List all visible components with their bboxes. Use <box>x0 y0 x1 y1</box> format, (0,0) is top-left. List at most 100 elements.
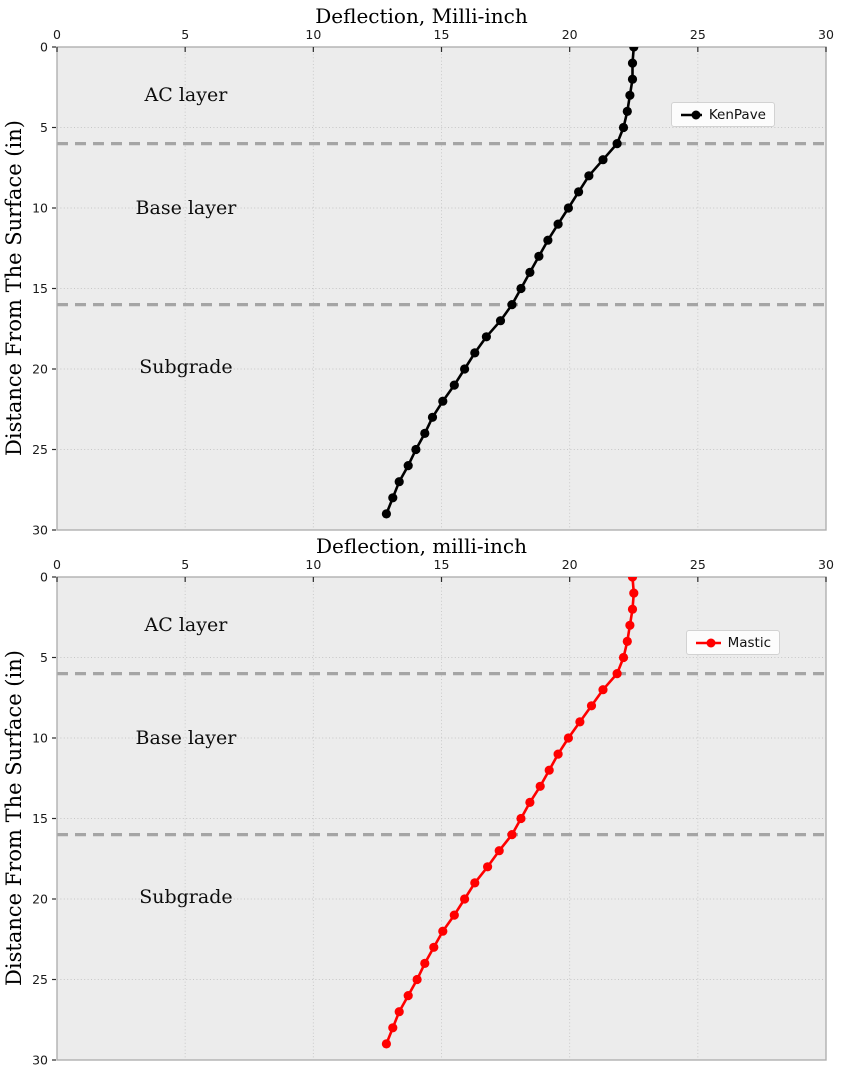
kenpave-data-point <box>411 444 421 455</box>
kenpave-data-point <box>507 300 517 310</box>
base-layer-label: Base layer <box>135 727 237 749</box>
mastic-data-point <box>612 669 622 679</box>
kenpave-data-point <box>622 106 632 116</box>
x-tick-label: 0 <box>53 27 61 42</box>
mastic-data-point <box>412 974 422 985</box>
kenpave-data-point <box>460 364 470 374</box>
x-tick-label: 30 <box>818 27 834 42</box>
mastic-data-point <box>394 1007 404 1017</box>
mastic-data-point <box>420 958 430 969</box>
kenpave-data-point <box>438 396 448 406</box>
kenpave-data-point <box>516 283 526 294</box>
mastic-data-point <box>629 588 639 598</box>
mastic-data-point <box>516 813 526 824</box>
y-tick-label: 5 <box>40 650 48 665</box>
ac-layer-label: AC layer <box>144 614 228 637</box>
kenpave-data-point <box>427 412 438 422</box>
kenpave-data-point <box>553 219 563 229</box>
x-tick-label: 5 <box>181 557 189 572</box>
mastic-data-point <box>586 701 597 711</box>
y-tick-label: 20 <box>32 361 48 376</box>
y-tick-label: 0 <box>40 39 48 54</box>
kenpave-data-point <box>388 493 398 503</box>
mastic-data-point <box>618 652 629 663</box>
mastic-data-point <box>429 942 439 952</box>
x-tick-label: 10 <box>305 27 321 42</box>
chart1-legend: KenPave <box>671 102 775 127</box>
mastic-data-point <box>553 749 563 759</box>
kenpave-data-point <box>394 477 404 487</box>
mastic-series <box>381 577 639 1049</box>
kenpave-data-point <box>627 74 638 84</box>
y-tick-label: 10 <box>32 730 48 745</box>
chart2-legend: Mastic <box>686 630 780 655</box>
kenpave-data-point <box>598 155 608 165</box>
ac-layer-label: AC layer <box>144 84 228 107</box>
mastic-data-point <box>598 685 608 695</box>
kenpave-data-point <box>574 187 584 197</box>
kenpave-data-point <box>403 461 413 471</box>
kenpave-data-point <box>629 47 639 52</box>
mastic-data-point <box>507 830 517 840</box>
kenpave-legend-marker-icon <box>681 110 702 119</box>
x-tick-label: 5 <box>181 27 189 42</box>
mastic-data-point <box>470 878 480 888</box>
y-tick-label: 25 <box>32 442 48 457</box>
chart2-title: Deflection, milli-inch <box>316 534 527 558</box>
kenpave-data-point <box>470 348 480 358</box>
kenpave-data-point <box>618 122 629 133</box>
kenpave-data-point <box>495 316 506 326</box>
mastic-data-point <box>627 604 638 614</box>
y-tick-label: 20 <box>32 891 48 906</box>
chart1-title: Deflection, Milli-inch <box>315 4 528 28</box>
y-tick-label: 10 <box>32 200 48 215</box>
kenpave-data-point <box>481 332 491 342</box>
chart2-y-axis-label: Distance From The Surface (in) <box>2 650 26 986</box>
mastic-data-point <box>381 1039 391 1049</box>
chart1-y-axis-label: Distance From The Surface (in) <box>2 120 26 456</box>
mastic-data-point <box>563 733 574 743</box>
kenpave-data-point <box>449 380 459 390</box>
mastic-data-point <box>525 797 535 808</box>
kenpave-data-point <box>612 139 622 149</box>
mastic-data-point <box>622 636 632 647</box>
kenpave-legend-label: KenPave <box>708 106 766 123</box>
kenpave-series <box>381 47 639 519</box>
mastic-data-point <box>449 910 459 920</box>
subgrade-label: Subgrade <box>139 885 233 908</box>
base-layer-label: Base layer <box>135 197 237 219</box>
x-tick-label: 10 <box>305 557 321 572</box>
mastic-data-point <box>460 894 470 904</box>
mastic-data-point <box>388 1023 398 1033</box>
y-tick-label: 15 <box>32 281 48 296</box>
mastic-data-point <box>403 991 413 1001</box>
subgrade-label: Subgrade <box>139 355 233 378</box>
mastic-data-point <box>438 926 448 936</box>
x-tick-label: 0 <box>53 557 61 572</box>
y-tick-label: 30 <box>32 522 48 537</box>
mastic-legend-marker-icon <box>696 638 721 647</box>
y-tick-label: 15 <box>32 811 48 826</box>
kenpave-data-point <box>420 428 430 438</box>
mastic-data-point <box>544 765 554 775</box>
y-tick-label: 0 <box>40 569 48 584</box>
y-tick-label: 5 <box>40 120 48 135</box>
kenpave-data-point <box>584 171 594 181</box>
mastic-data-point <box>483 862 493 872</box>
mastic-data-point <box>627 577 638 582</box>
kenpave-chart-plot: 0 5 10 15 20 25 30 0 5 10 15 20 25 30 <box>32 27 834 537</box>
kenpave-data-point <box>627 58 638 68</box>
x-tick-label: 15 <box>434 27 450 42</box>
mastic-data-point <box>575 717 585 727</box>
mastic-data-point <box>625 620 635 630</box>
kenpave-data-point <box>625 90 635 100</box>
mastic-legend-label: Mastic <box>727 634 771 651</box>
x-tick-label: 20 <box>562 27 578 42</box>
x-tick-label: 30 <box>818 557 834 572</box>
mastic-chart-plot: 0 5 10 15 20 25 30 0 5 10 15 20 25 30 <box>32 557 834 1067</box>
kenpave-data-point <box>381 509 391 519</box>
kenpave-data-point <box>525 267 535 277</box>
y-tick-label: 30 <box>32 1052 48 1067</box>
y-tick-label: 25 <box>32 972 48 987</box>
